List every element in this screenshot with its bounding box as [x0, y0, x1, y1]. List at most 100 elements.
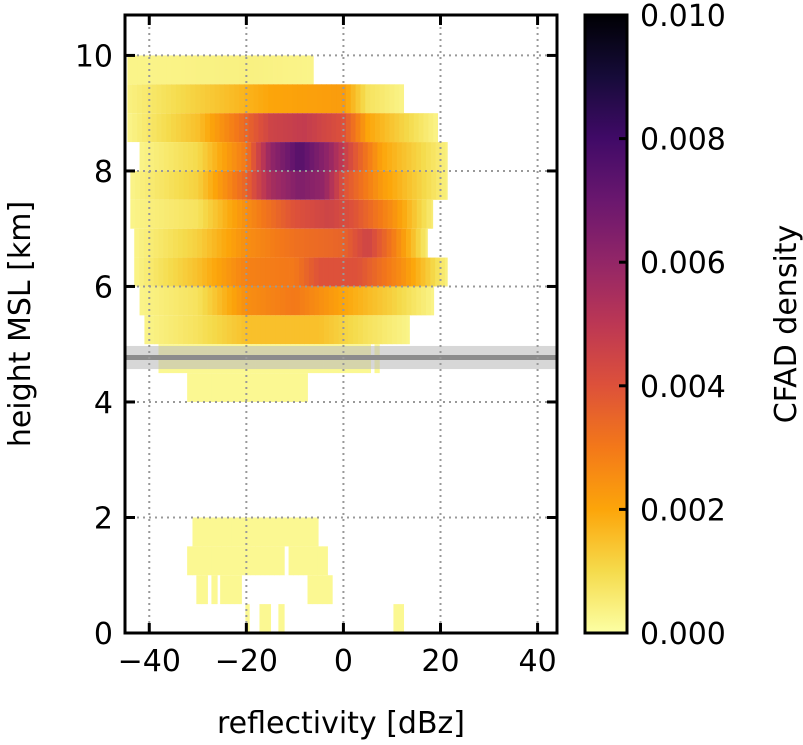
heatmap-cell — [294, 257, 300, 287]
heatmap-cell — [389, 84, 395, 114]
heatmap-cell — [297, 84, 303, 114]
heatmap-cell — [151, 84, 157, 114]
heatmap-cell — [404, 113, 410, 143]
heatmap-cell — [183, 142, 189, 171]
x-axis-label: reflectivity [dBz] — [217, 706, 465, 741]
heatmap-cell — [182, 257, 189, 287]
heatmap-cell — [211, 228, 218, 258]
heatmap-cell — [137, 84, 143, 114]
heatmap-cell — [435, 142, 441, 171]
heatmap-cell — [398, 604, 404, 633]
x-tick-label: 0 — [334, 644, 353, 679]
heatmap-cell — [216, 228, 222, 258]
heatmap-cell — [273, 84, 279, 114]
heatmap-cell — [232, 199, 238, 229]
heatmap-cell — [298, 373, 305, 402]
heatmap-cell — [396, 257, 402, 287]
heatmap-cell — [277, 55, 284, 85]
heatmap-cell — [251, 286, 257, 316]
heatmap-cell — [214, 113, 221, 143]
heatmap-cell — [212, 286, 218, 316]
heatmap-cell — [239, 575, 242, 605]
heatmap-cell — [127, 113, 133, 143]
heatmap-cell — [263, 55, 269, 85]
heatmap-cell — [386, 228, 392, 258]
heatmap-cell — [192, 228, 198, 258]
heatmap-cell — [345, 84, 352, 114]
heatmap-cell — [163, 315, 170, 345]
y-tick-label: 8 — [94, 155, 113, 190]
heatmap-cell — [158, 257, 164, 287]
heatmap-cell — [144, 170, 151, 200]
heatmap-cell — [201, 546, 207, 576]
heatmap-cell — [248, 84, 255, 114]
heatmap-cell — [188, 170, 194, 200]
heatmap-cell — [324, 142, 330, 171]
heatmap-cell — [314, 286, 320, 316]
heatmap-cell — [154, 315, 160, 345]
heatmap-cell — [250, 373, 256, 402]
heatmap-cell — [201, 575, 207, 605]
heatmap-cell — [255, 228, 261, 258]
heatmap-cell — [322, 575, 328, 605]
heatmap-cell — [251, 199, 257, 229]
heatmap-cell — [221, 257, 227, 287]
heatmap-cell — [268, 113, 274, 143]
heatmap-cell — [178, 142, 184, 171]
heatmap-cell — [219, 55, 225, 85]
heatmap-cell — [236, 286, 242, 316]
heatmap-cell — [353, 170, 359, 200]
heatmap-cell — [402, 199, 408, 229]
heatmap-cell — [401, 142, 407, 171]
heatmap-cell — [221, 517, 227, 547]
y-tick-label: 2 — [94, 501, 113, 536]
heatmap-cell — [259, 604, 265, 633]
colorbar: 0.000 0.002 0.004 0.006 0.008 0.010 — [583, 0, 726, 652]
heatmap-cell — [368, 199, 374, 229]
heatmap-cell — [352, 228, 358, 258]
heatmap-cell — [178, 315, 184, 345]
heatmap-cell — [381, 257, 388, 287]
heatmap-cell — [236, 257, 242, 287]
colorbar-label: CFAD density — [769, 225, 803, 424]
heatmap-cell — [362, 315, 369, 345]
heatmap-cell — [198, 170, 204, 200]
heatmap-cell — [436, 170, 442, 200]
heatmap-cell — [391, 142, 398, 171]
heatmap-cell — [372, 228, 378, 258]
heatmap-cell — [173, 315, 179, 345]
heatmap-cell — [302, 84, 308, 114]
heatmap-cell — [137, 55, 143, 85]
heatmap-cell — [307, 575, 313, 605]
heatmap-cell — [245, 604, 250, 633]
heatmap-cell — [222, 286, 228, 316]
heatmap-cell — [314, 142, 320, 171]
heatmap-cell — [339, 170, 345, 200]
heatmap-cell — [258, 84, 264, 114]
heatmap-cell — [207, 517, 213, 547]
heatmap-cell — [231, 142, 238, 171]
heatmap-cell — [415, 257, 422, 287]
heatmap-cell — [248, 55, 255, 85]
heatmap-cell — [148, 228, 155, 258]
heatmap-cell — [206, 575, 208, 605]
heatmap-cell — [137, 113, 143, 143]
heatmap-cell — [285, 315, 291, 345]
heatmap-cell — [202, 257, 208, 287]
heatmap-cell — [329, 199, 335, 229]
heatmap-cell — [425, 142, 432, 171]
heatmap-cell — [178, 199, 185, 229]
heatmap-cell — [308, 517, 315, 547]
heatmap-cell — [130, 199, 136, 229]
heatmap-cell — [168, 142, 174, 171]
heatmap-cell — [271, 170, 277, 200]
heatmap-cell — [183, 199, 189, 229]
heatmap-cell — [139, 142, 145, 171]
heatmap-cell — [275, 199, 282, 229]
heatmap-cell — [203, 170, 209, 200]
heatmap-cell — [269, 604, 272, 633]
heatmap-cell — [285, 142, 291, 171]
heatmap-cell — [265, 228, 271, 258]
heatmap-cell — [372, 286, 378, 316]
heatmap-cell — [421, 142, 427, 171]
